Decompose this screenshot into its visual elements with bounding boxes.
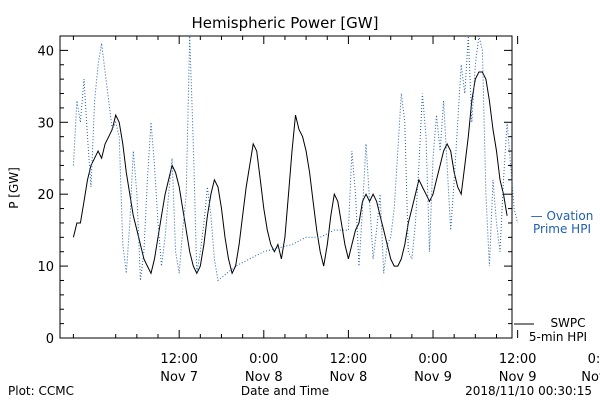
- legend-swpc-line2: 5-min HPI: [529, 330, 587, 344]
- x-tick-time: 12:00: [160, 352, 197, 367]
- footer-timestamp: 2018/11/10 00:30:15: [465, 384, 592, 398]
- y-tick-label: 10: [37, 260, 54, 275]
- axis-ticks: 0 10 20 30 40 12:00 Nov 7 0:00 Nov 8 12:00 Nov 8 0:…: [37, 35, 600, 385]
- legend-ovation-line1: — Ovation: [531, 209, 594, 223]
- x-tick-date: Nov 8: [330, 370, 368, 385]
- x-tick-time: 12:00: [330, 352, 367, 367]
- x-tick-date: Nov 9: [499, 370, 537, 385]
- x-tick-time: 12:00: [499, 352, 536, 367]
- x-axis-label: Date and Time: [241, 384, 329, 398]
- series-layer: [72, 35, 519, 282]
- y-tick-label: 0: [46, 332, 54, 347]
- series-line-swpc: [72, 71, 508, 275]
- x-tick-date: Nov 8: [245, 370, 283, 385]
- y-tick-label: 40: [37, 44, 54, 59]
- plot-frame: [59, 35, 513, 339]
- legend: — Ovation Prime HPI SWPC 5-min HPI: [514, 209, 593, 344]
- x-tick-time: 0:00: [249, 352, 278, 367]
- x-tick-time: 0:00: [418, 352, 447, 367]
- legend-swpc-line1: SWPC: [550, 316, 585, 330]
- x-tick-time: 0:00: [588, 352, 600, 367]
- x-tick-date: Nov10: [581, 370, 600, 385]
- footer-plot-credit: Plot: CCMC: [8, 384, 74, 398]
- chart-title: Hemispheric Power [GW]: [192, 14, 379, 32]
- x-tick-date: Nov 7: [160, 370, 198, 385]
- x-tick-date: Nov 9: [414, 370, 452, 385]
- y-tick-label: 20: [37, 188, 54, 203]
- legend-ovation-line2: Prime HPI: [533, 222, 591, 236]
- y-tick-label: 30: [37, 116, 54, 131]
- y-axis-label: P [GW]: [7, 167, 21, 209]
